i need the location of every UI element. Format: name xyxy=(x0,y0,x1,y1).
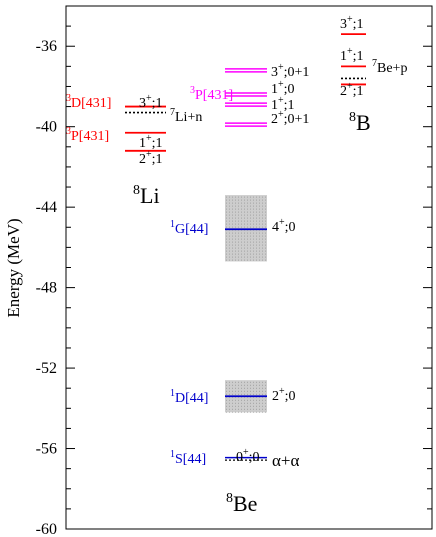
y-tick-label: -52 xyxy=(36,360,57,377)
level-annotations: 3D[431] 3P[431] 3P[431] 1G[44] 1D[44] 1S… xyxy=(66,85,299,470)
b-3p-label: 3+;1 xyxy=(340,14,364,32)
li-3p2-label: 3+;1 xyxy=(139,93,163,111)
y-axis: -60 -56 -52 -48 -44 -40 -36 xyxy=(36,5,432,537)
band-4p xyxy=(225,195,267,262)
li-3p-label: 2+;1 xyxy=(139,149,163,167)
li-3d-label: 3D[431] xyxy=(66,93,111,111)
nucleus-b: 8B xyxy=(349,110,371,135)
be-4p-label: 4+;0 xyxy=(272,217,296,235)
energy-levels xyxy=(125,33,366,461)
spin-labels: 2+;11+;17Li+n3+;13+;0+11+;01+;12+;0+14+;… xyxy=(139,14,407,465)
be-g-label: 1G[44] xyxy=(170,219,208,237)
be-1p0-label: 1+;1 xyxy=(271,95,295,113)
alpha-label: α+α xyxy=(272,451,299,470)
li-n-label: 7Li+n xyxy=(170,107,202,125)
li-3p-label: 3P[431] xyxy=(66,126,109,144)
nucleus-labels: 8Li 8Be 8B xyxy=(133,110,371,516)
y-tick-label: -36 xyxy=(36,38,57,55)
nucleus-li: 8Li xyxy=(133,183,160,208)
be-d-label: 1D[44] xyxy=(170,388,208,406)
y-tick-label: -48 xyxy=(36,280,57,297)
y-tick-label: -56 xyxy=(36,441,57,458)
be-s-label: 1S[44] xyxy=(170,449,206,467)
be-0p-label: 0+;0 xyxy=(236,447,260,465)
y-tick-label: -60 xyxy=(36,521,57,537)
be-2p0-label: 2+;0 xyxy=(272,386,296,404)
b-2p-label: 2+;1 xyxy=(340,81,364,99)
y-tick-label: -44 xyxy=(36,199,57,216)
y-axis-label: Energy (MeV) xyxy=(4,218,23,317)
nucleus-be: 8Be xyxy=(226,491,257,516)
be-2p-label: 2+;0+1 xyxy=(271,109,309,127)
y-tick-label: -40 xyxy=(36,119,57,136)
b-p-label: 7Be+p xyxy=(372,58,407,76)
li-1p-label: 1+;1 xyxy=(139,133,163,151)
be-3p-label: 3+;0+1 xyxy=(271,62,309,80)
uncertainty-bands xyxy=(225,195,267,413)
b-1p-label: 1+;1 xyxy=(340,46,364,64)
be-1p1-label: 1+;0 xyxy=(271,79,295,97)
be-3p-label: 3P[431] xyxy=(190,85,233,103)
